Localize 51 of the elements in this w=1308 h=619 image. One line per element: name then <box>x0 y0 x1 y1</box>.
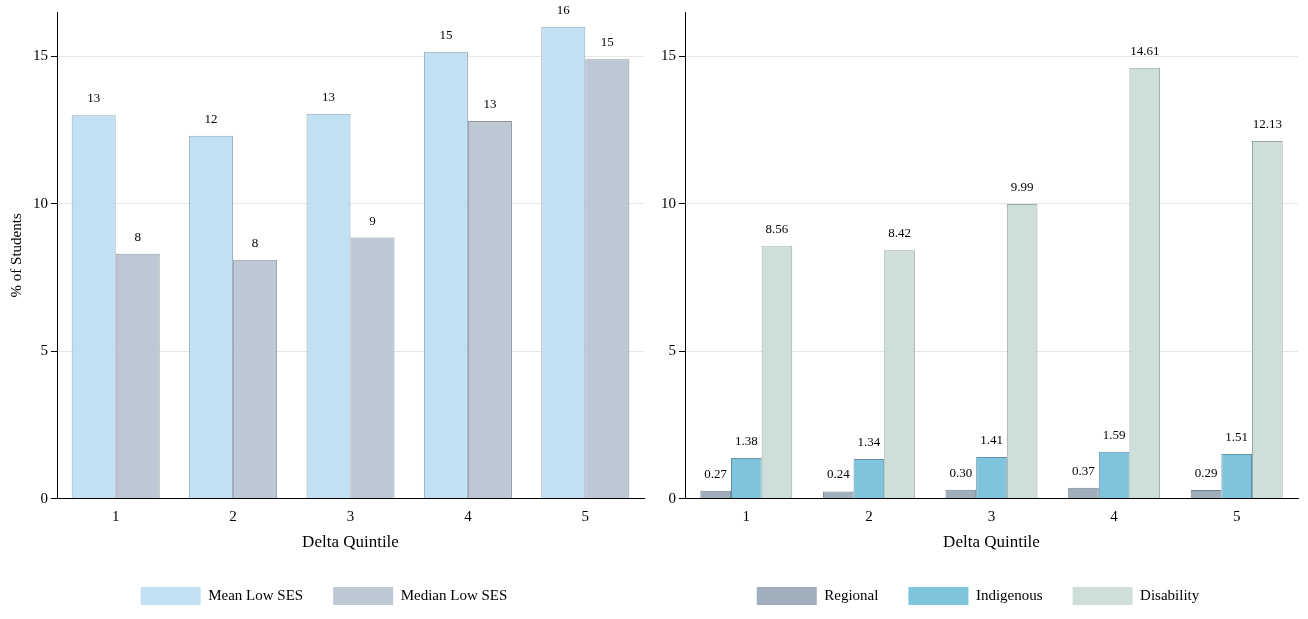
data-label: 1.51 <box>1225 428 1249 444</box>
data-label: 1.41 <box>980 431 1003 447</box>
x-tick-label: 3 <box>987 507 996 524</box>
y-tick-label: 0 <box>40 489 48 506</box>
legend-label: Disability <box>1140 586 1200 603</box>
y-tick-label: 10 <box>661 194 676 211</box>
data-label: 14.61 <box>1130 42 1160 58</box>
data-label: 15 <box>600 34 614 50</box>
data-label: 13 <box>483 96 497 112</box>
legend-label: Mean Low SES <box>208 586 304 603</box>
data-label: 12 <box>204 110 218 126</box>
x-tick-label: 1 <box>742 507 751 524</box>
x-tick-label: 5 <box>581 507 590 524</box>
data-label: 1.59 <box>1102 426 1126 442</box>
y-tick-label: 0 <box>668 489 676 506</box>
y-tick-label: 5 <box>668 342 676 359</box>
x-tick-label: 2 <box>229 507 237 524</box>
x-axis-title: Delta Quintile <box>943 532 1040 552</box>
data-label: 0.37 <box>1072 462 1096 478</box>
y-tick-label: 5 <box>40 342 48 359</box>
y-tick-label: 15 <box>661 47 676 64</box>
x-tick-label: 4 <box>1110 507 1119 524</box>
data-label: 16 <box>556 1 571 17</box>
data-label: 8 <box>134 228 141 244</box>
data-label: 9 <box>369 212 376 228</box>
data-label: 0.27 <box>704 465 728 481</box>
x-tick-label: 2 <box>865 507 873 524</box>
x-axis-title: Delta Quintile <box>302 532 399 552</box>
x-tick-label: 3 <box>346 507 355 524</box>
legend-label: Indigenous <box>975 586 1043 603</box>
data-label: 0.24 <box>826 466 851 482</box>
y-axis-title: % of Students <box>7 213 24 298</box>
x-tick-label: 1 <box>111 507 120 524</box>
data-label: 12.13 <box>1252 115 1282 131</box>
x-tick-label: 5 <box>1232 507 1241 524</box>
data-label: 1.38 <box>734 432 758 448</box>
data-label: 9.99 <box>1010 178 1034 194</box>
legend-label: Median Low SES <box>400 586 508 603</box>
y-tick-label: 15 <box>33 47 48 64</box>
data-label: 13 <box>87 90 101 106</box>
legend-label: Regional <box>824 586 879 603</box>
data-label: 13 <box>321 88 335 104</box>
data-label: 0.29 <box>1194 464 1218 480</box>
y-tick-label: 10 <box>33 194 48 211</box>
data-label: 1.34 <box>857 434 881 449</box>
data-label: 8.42 <box>888 225 911 241</box>
data-label: 15 <box>439 26 453 42</box>
data-label: 8 <box>251 234 259 250</box>
data-label: 0.30 <box>949 464 973 480</box>
x-tick-label: 4 <box>464 507 473 524</box>
data-label: 8.56 <box>765 221 789 237</box>
